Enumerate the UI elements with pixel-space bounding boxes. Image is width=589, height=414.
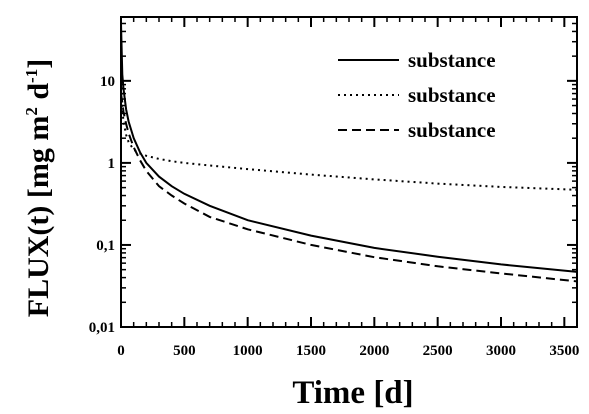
y-axis-title-sup-2: -1 bbox=[22, 69, 41, 83]
legend-label: substance bbox=[408, 83, 496, 107]
y-tick-label: 0,1 bbox=[96, 238, 115, 254]
legend: substance substance substance bbox=[338, 48, 496, 142]
x-tick-label: 1500 bbox=[296, 343, 326, 359]
y-tick-label: 1 bbox=[108, 156, 116, 172]
plot-border bbox=[120, 16, 578, 328]
x-tick-label: 3000 bbox=[486, 343, 516, 359]
axis-ticks bbox=[120, 16, 577, 328]
y-axis-title-main: FLUX(t) [mg m bbox=[22, 116, 55, 318]
x-tick-label: 500 bbox=[173, 343, 196, 359]
x-tick-label: 1000 bbox=[233, 343, 263, 359]
series-line-solid bbox=[121, 23, 577, 273]
legend-label: substance bbox=[408, 118, 496, 142]
y-tick-label: 0,01 bbox=[89, 320, 115, 336]
x-tick-label: 3500 bbox=[549, 343, 579, 359]
legend-label: substance bbox=[408, 48, 496, 72]
y-tick-labels: 0,01 0,1 1 10 bbox=[89, 74, 115, 336]
y-axis-title-end: ] bbox=[22, 59, 55, 69]
x-axis-title: Time [d] bbox=[292, 375, 413, 411]
y-axis-title-sup-1: 2 bbox=[22, 107, 41, 116]
x-tick-labels: 0 500 1000 1500 2000 2500 3000 3500 bbox=[117, 343, 579, 359]
x-tick-label: 0 bbox=[117, 343, 125, 359]
y-axis-title: FLUX(t) [mg m2 d-1] bbox=[22, 59, 55, 317]
y-axis-title-mid: d bbox=[22, 83, 55, 108]
x-tick-label: 2500 bbox=[423, 343, 453, 359]
plot-frame bbox=[120, 16, 578, 328]
series-line-dotted bbox=[121, 80, 577, 191]
series-lines bbox=[121, 23, 577, 283]
series-line-dashed bbox=[121, 93, 577, 283]
x-tick-label: 2000 bbox=[359, 343, 389, 359]
y-tick-label: 10 bbox=[100, 74, 115, 90]
